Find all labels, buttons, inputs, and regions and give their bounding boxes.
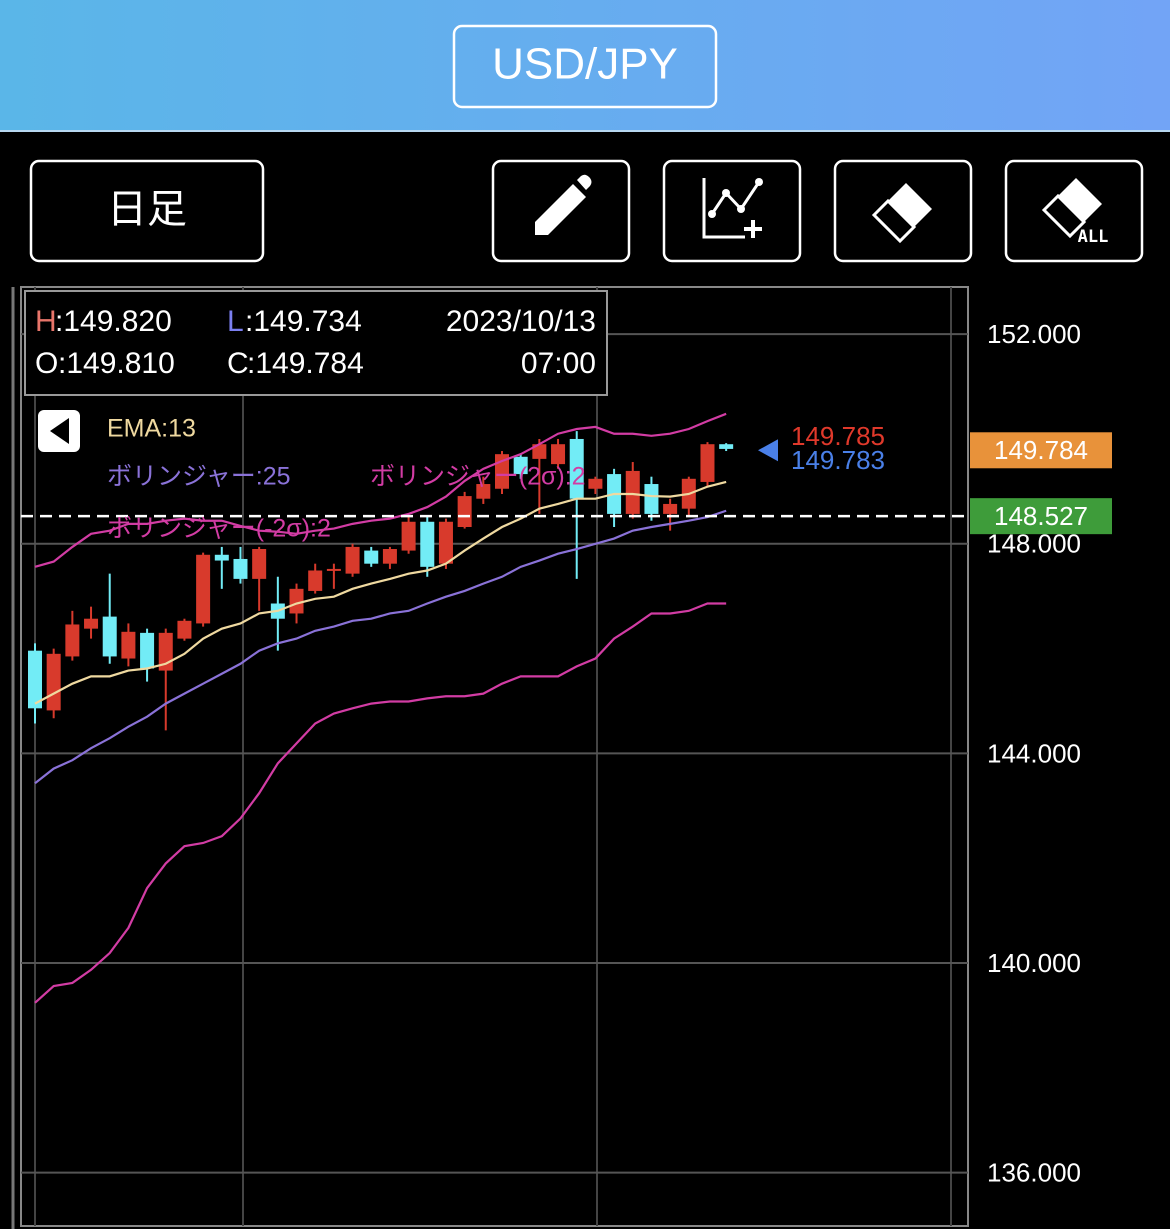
current-price-badge-label: 149.784 bbox=[994, 435, 1088, 465]
eraser-button[interactable] bbox=[833, 159, 973, 263]
candle-body bbox=[438, 521, 453, 564]
candle-body bbox=[233, 558, 248, 579]
pencil-icon bbox=[535, 174, 592, 235]
legend-entry: ボリンジャー(-2σ):2 bbox=[107, 515, 331, 543]
price-label: 149.785 bbox=[791, 421, 885, 451]
indicator-line bbox=[34, 509, 727, 785]
candle-body bbox=[401, 521, 416, 551]
indicator-line bbox=[34, 602, 727, 1004]
eraser-all-label: ALL bbox=[1078, 227, 1109, 247]
candle-body bbox=[700, 444, 715, 482]
candle-body bbox=[102, 616, 117, 657]
info-open-key: O bbox=[35, 347, 58, 380]
price-label: 149.783 bbox=[791, 445, 885, 475]
indicator-icon-points bbox=[708, 178, 763, 238]
candle-body bbox=[308, 570, 323, 591]
plot-frame bbox=[20, 286, 969, 1227]
legend-entry: ボリンジャー:25 bbox=[107, 463, 291, 491]
info-low: :149.734 bbox=[245, 305, 362, 338]
candle-body bbox=[140, 632, 155, 669]
y-tick-label: 140.000 bbox=[987, 948, 1081, 978]
info-open: :149.810 bbox=[58, 347, 175, 380]
period-button[interactable] bbox=[29, 159, 265, 263]
info-text: H :149.820 L :149.734 2023/10/13 O :149.… bbox=[35, 305, 596, 380]
candle-body bbox=[569, 438, 584, 499]
price-pointer bbox=[758, 439, 778, 462]
candle-body bbox=[65, 624, 80, 657]
info-box bbox=[24, 290, 608, 396]
candle-body bbox=[28, 650, 42, 709]
candle-body bbox=[252, 549, 267, 579]
vertical-grid bbox=[34, 287, 952, 1226]
info-time: 07:00 bbox=[521, 347, 596, 380]
draw-button[interactable] bbox=[491, 159, 631, 263]
candle-body bbox=[719, 444, 734, 449]
indicator-line bbox=[34, 412, 727, 568]
candle-body bbox=[84, 618, 99, 629]
eraser-icon bbox=[871, 183, 932, 244]
candle-body bbox=[121, 631, 136, 659]
candle-body bbox=[177, 620, 192, 639]
header-border bbox=[0, 130, 1170, 132]
candle-body bbox=[532, 444, 547, 459]
reference-badge-label: 148.527 bbox=[994, 501, 1088, 531]
info-low-key: L bbox=[227, 305, 244, 338]
candle-body bbox=[588, 478, 603, 489]
y-tick-label: 144.000 bbox=[987, 738, 1081, 768]
info-close: :149.784 bbox=[247, 347, 364, 380]
legend-entry: ボリンジャー(2σ):2 bbox=[370, 463, 586, 491]
legend-toggle-arrow bbox=[50, 418, 69, 444]
indicator-icon bbox=[702, 178, 761, 239]
candle-body bbox=[214, 554, 229, 561]
y-tick-label: 152.000 bbox=[987, 319, 1081, 349]
candle-body bbox=[644, 484, 659, 514]
symbol-button[interactable] bbox=[452, 24, 718, 109]
eraser-all-button[interactable] bbox=[1004, 159, 1144, 263]
header-bar bbox=[0, 0, 1170, 130]
info-high-key: H bbox=[35, 305, 57, 338]
candle-body bbox=[551, 444, 566, 465]
current-price-badge bbox=[970, 432, 1112, 469]
info-high: :149.820 bbox=[55, 305, 172, 338]
candle-body bbox=[513, 456, 528, 475]
candle-body bbox=[345, 546, 360, 574]
candle-body bbox=[625, 470, 640, 514]
info-date: 2023/10/13 bbox=[446, 305, 596, 338]
legend-entry: EMA:13 bbox=[107, 415, 196, 443]
period-label: 日足 bbox=[107, 188, 187, 232]
indicator-line bbox=[34, 480, 727, 705]
info-close-key: C bbox=[227, 347, 249, 380]
candle-body bbox=[326, 568, 341, 571]
candle-body bbox=[364, 550, 379, 564]
candle-body bbox=[476, 484, 491, 499]
eraser-all-icon bbox=[1041, 178, 1102, 239]
y-tick-label: 136.000 bbox=[987, 1157, 1081, 1187]
candle-body bbox=[46, 653, 61, 711]
candle-body bbox=[196, 554, 211, 624]
candle-body bbox=[382, 549, 397, 564]
candle-body bbox=[289, 588, 304, 614]
candle-body bbox=[457, 496, 472, 528]
symbol-title: USD/JPY bbox=[492, 40, 678, 89]
candle-body bbox=[420, 521, 435, 567]
indicator-button[interactable] bbox=[662, 159, 802, 263]
reference-badge bbox=[970, 498, 1112, 535]
candle-body bbox=[663, 503, 678, 514]
